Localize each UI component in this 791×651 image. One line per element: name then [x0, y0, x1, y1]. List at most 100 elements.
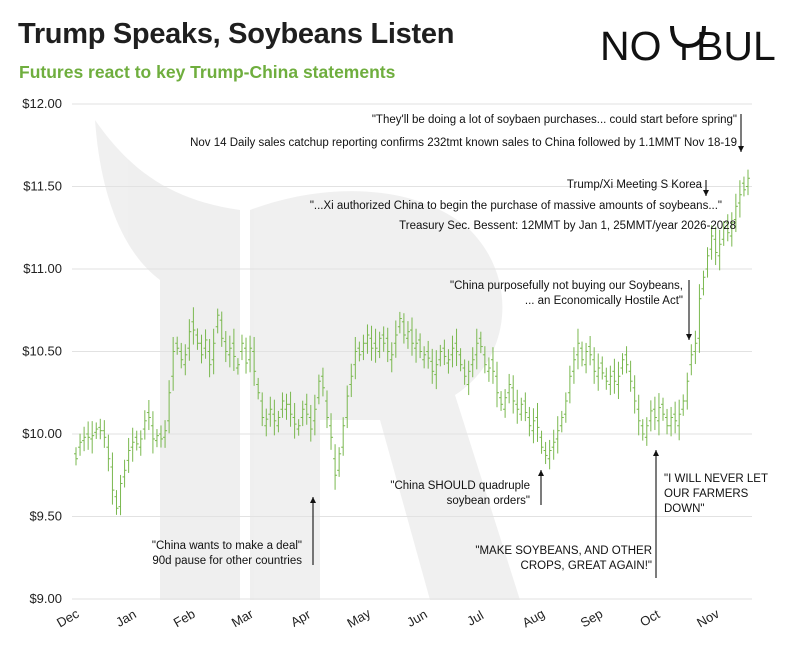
price-bar [163, 420, 168, 448]
price-bar [102, 420, 107, 448]
price-bar [490, 347, 495, 384]
price-bar [693, 330, 698, 365]
price-bar [458, 348, 463, 372]
x-tick-label: Nov [694, 606, 722, 631]
price-bar [142, 410, 147, 440]
y-tick-label: $11.50 [23, 179, 62, 194]
price-bar [507, 373, 512, 404]
price-bar [644, 417, 649, 446]
price-bar [482, 346, 487, 374]
annotation: "MAKE SOYBEANS, AND OTHER CROPS, GREAT AG… [475, 545, 652, 572]
price-bar [418, 333, 423, 359]
price-bar [442, 339, 447, 366]
price-bar [632, 375, 637, 414]
price-bar [159, 425, 164, 448]
price-bar [280, 392, 285, 418]
price-bar [365, 324, 370, 354]
price-bar [592, 347, 597, 384]
price-bar [495, 361, 500, 408]
price-bar [673, 401, 678, 434]
svg-text:NO: NO [600, 23, 662, 69]
price-bar [741, 176, 746, 197]
price-bar [677, 399, 682, 441]
price-bar [519, 397, 524, 421]
price-bar [98, 418, 103, 440]
price-bar [183, 344, 188, 376]
x-tick-label: Dec [54, 606, 82, 631]
annotation: "China purposefully not buying our Soybe… [450, 280, 692, 340]
annotation: "China wants to make a deal" 90d pause fo… [152, 497, 316, 567]
x-tick-label: Mar [229, 606, 256, 631]
price-bar [369, 325, 374, 361]
price-bar [373, 328, 378, 363]
price-bar [474, 328, 479, 370]
price-bar [300, 400, 305, 427]
price-bar [171, 336, 176, 391]
price-bar [82, 426, 87, 452]
price-bar [503, 389, 508, 418]
price-bar [179, 342, 184, 369]
price-bar [320, 367, 325, 397]
y-tick-label: $9.50 [29, 509, 62, 524]
price-bar [652, 396, 657, 431]
price-bar [231, 328, 236, 371]
price-bar [349, 363, 354, 398]
price-bar [454, 328, 459, 367]
price-bar [252, 336, 257, 386]
price-bar [580, 341, 585, 367]
y-tick-label: $10.50 [22, 344, 62, 359]
price-bar [709, 225, 714, 260]
price-bar [122, 459, 127, 488]
x-tick-label: May [344, 605, 373, 631]
annotation-text: "...Xi authorized China to begin the pur… [310, 200, 722, 212]
price-bar [207, 338, 212, 378]
price-bar [150, 411, 155, 454]
price-bar [377, 331, 382, 359]
price-bar [426, 340, 431, 369]
price-bar [292, 402, 297, 439]
price-bar [450, 335, 455, 368]
price-bar [333, 444, 338, 490]
price-bar [195, 328, 200, 350]
price-bar [187, 319, 192, 361]
annotation: Nov 14 Daily sales catchup reporting con… [190, 137, 737, 149]
price-bar [74, 447, 78, 466]
price-bar [430, 348, 435, 384]
price-bar [446, 349, 451, 374]
price-bar [130, 427, 135, 462]
price-bar [640, 419, 645, 441]
price-bar [405, 321, 410, 349]
price-bar [746, 169, 750, 196]
price-bar [78, 433, 83, 456]
price-bar [685, 372, 690, 410]
price-bar [563, 392, 568, 423]
price-bar [235, 358, 240, 375]
price-bar [90, 421, 95, 454]
price-bar [357, 341, 362, 362]
price-bar [705, 247, 710, 278]
annotation: "They'll be doing a lot of soybaen purch… [372, 114, 744, 152]
price-bar [227, 335, 232, 368]
price-bar [721, 221, 726, 246]
arrow-head-icon [310, 497, 316, 503]
price-bar [389, 342, 394, 373]
x-tick-label: Aug [520, 606, 548, 631]
annotation-text: Trump/Xi Meeting S Korea [567, 179, 703, 191]
chart-subtitle: Futures react to key Trump-China stateme… [19, 62, 396, 82]
price-bar [385, 327, 390, 363]
price-bar [523, 392, 528, 422]
price-bar [401, 313, 406, 344]
price-bar [559, 410, 564, 433]
price-bar [329, 413, 334, 450]
price-bar [324, 390, 329, 429]
price-bar [211, 328, 216, 375]
price-bar [312, 394, 317, 436]
price-bar [256, 377, 261, 400]
price-bar [106, 434, 111, 472]
price-bar [608, 365, 613, 396]
price-bar [713, 226, 718, 266]
annotation-text: "China SHOULD quadruple soybean orders" [390, 480, 530, 507]
chart-title: Trump Speaks, Soybeans Listen [18, 18, 455, 50]
price-bar [584, 342, 589, 374]
